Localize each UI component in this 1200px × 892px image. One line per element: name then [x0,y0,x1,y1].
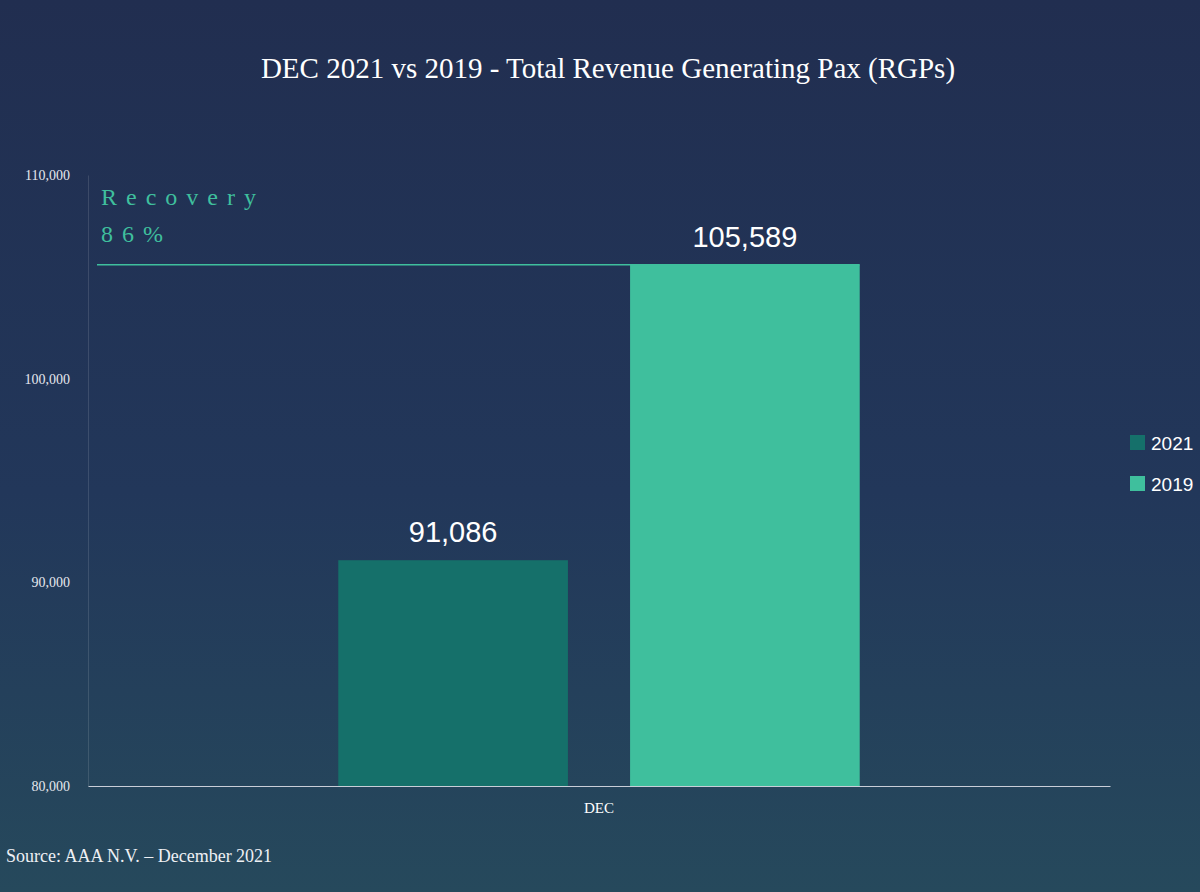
legend: 2021 2019 [1130,433,1193,495]
y-tick: 80,000 [32,779,89,794]
data-labels: 91,086 105,589 [409,221,798,548]
x-tick: DEC [584,786,614,816]
source: Source: AAA N.V. – December 2021 [6,846,272,866]
y-tick: 110,000 [25,168,88,183]
legend-swatch [1130,476,1145,491]
data-label: 91,086 [409,516,498,548]
legend-label: 2019 [1151,474,1193,495]
y-tick: 100,000 [25,372,89,387]
y-tick-label: 80,000 [32,779,71,794]
annotation: Recovery [101,184,265,210]
legend-label: 2021 [1151,433,1193,454]
bar [338,560,568,786]
y-axis-line [88,176,89,787]
y-axis: 80,000 90,000 100,000 110,000 [25,168,89,794]
chart: DEC 2021 vs 2019 - Total Revenue Generat… [0,0,1200,892]
x-tick-label: DEC [584,800,614,816]
y-tick: 90,000 [32,575,89,590]
legend-swatch [1130,435,1145,450]
annotation: 86% [101,221,172,247]
bars [97,265,860,786]
y-tick-label: 110,000 [25,168,70,183]
x-axis-line [89,786,1111,787]
y-tick-label: 90,000 [32,575,71,590]
background [0,0,1200,892]
x-axis: DEC [89,786,1111,816]
data-label: 105,589 [692,221,797,253]
bar [630,265,860,786]
y-tick-label: 100,000 [25,372,71,387]
reference-line [97,264,860,266]
title: DEC 2021 vs 2019 - Total Revenue Generat… [261,52,955,85]
